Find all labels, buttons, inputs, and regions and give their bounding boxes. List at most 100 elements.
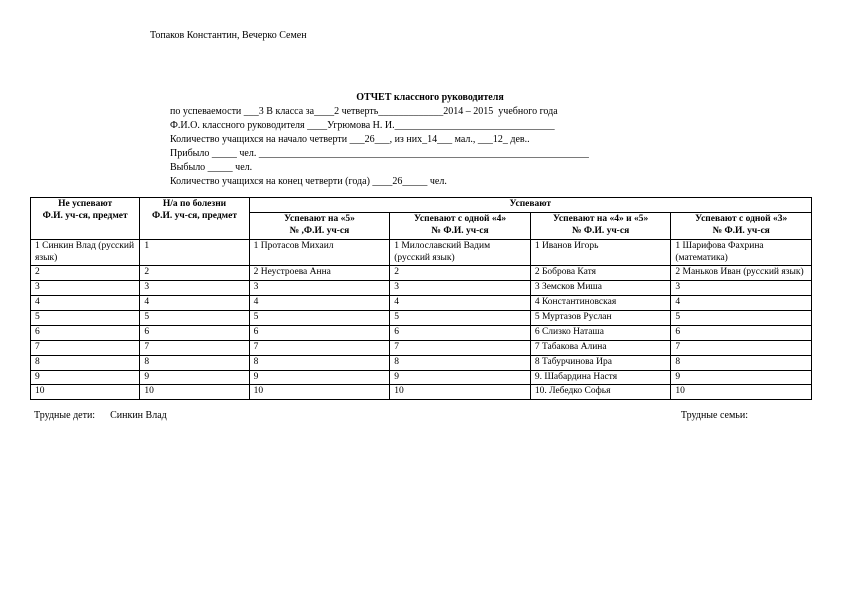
table-row: 99999. Шабардина Настя9 xyxy=(31,370,812,385)
table-cell: 10 xyxy=(390,385,531,400)
table-cell: 3 xyxy=(249,281,390,296)
table-cell: 7 xyxy=(249,340,390,355)
document-page: Топаков Константин, Вечерко Семен ОТЧЕТ … xyxy=(0,0,842,431)
table-cell: 8 xyxy=(671,355,812,370)
th-text: Успевают на «5» xyxy=(284,214,355,224)
table-cell: 2 Боброва Катя xyxy=(530,266,671,281)
table-cell: 5 Муртазов Руслан xyxy=(530,311,671,326)
line-count-start: Количество учащихся на начало четверти _… xyxy=(170,133,812,147)
table-cell: 9 xyxy=(390,370,531,385)
table-cell: 4 xyxy=(31,296,140,311)
table-cell: 10 xyxy=(671,385,812,400)
table-cell: 1 xyxy=(140,239,249,266)
table-cell: 1 Протасов Михаил xyxy=(249,239,390,266)
table-cell: 2 xyxy=(390,266,531,281)
table-cell: 5 xyxy=(31,311,140,326)
table-cell: 3 xyxy=(140,281,249,296)
th-text: Успевают с одной «4» xyxy=(414,214,506,224)
table-cell: 7 xyxy=(671,340,812,355)
th-text: № Ф.И. уч-ся xyxy=(713,226,770,236)
table-cell: 8 xyxy=(390,355,531,370)
footer-row: Трудные дети: Синкин Влад Трудные семьи: xyxy=(30,410,812,421)
table-row: 1 Синкин Влад (русский язык)11 Протасов … xyxy=(31,239,812,266)
table-cell: 8 Табурчинова Ира xyxy=(530,355,671,370)
table-cell: 1 Шарифова Фахрина (математика) xyxy=(671,239,812,266)
names-header: Топаков Константин, Вечерко Семен xyxy=(150,30,812,41)
table-cell: 10 xyxy=(31,385,140,400)
table-cell: 1 Милославский Вадим (русский язык) xyxy=(390,239,531,266)
table-cell: 7 xyxy=(140,340,249,355)
table-cell: 3 Земсков Миша xyxy=(530,281,671,296)
table-cell: 7 Табакова Алина xyxy=(530,340,671,355)
th-na-5: Успевают на «5» № ,Ф.И. уч-ся xyxy=(249,212,390,239)
table-cell: 7 xyxy=(390,340,531,355)
line-vybylo: Выбыло _____ чел. xyxy=(170,161,812,175)
table-cell: 8 xyxy=(140,355,249,370)
table-row: 1010101010. Лебедко Софья10 xyxy=(31,385,812,400)
table-cell: 5 xyxy=(390,311,531,326)
table-cell: 5 xyxy=(249,311,390,326)
table-cell: 4 Константиновская xyxy=(530,296,671,311)
table-cell: 3 xyxy=(390,281,531,296)
table-cell: 6 xyxy=(31,325,140,340)
th-text: № ,Ф.И. уч-ся xyxy=(290,226,350,236)
table-cell: 2 Маньков Иван (русский язык) xyxy=(671,266,812,281)
th-text: Ф.И. уч-ся, предмет xyxy=(152,211,237,221)
table-cell: 1 Иванов Игорь xyxy=(530,239,671,266)
th-text: Успевают с одной «3» xyxy=(695,214,787,224)
table-row: 88888 Табурчинова Ира8 xyxy=(31,355,812,370)
th-uspevayut-main: Успевают xyxy=(249,198,811,213)
line-count-end: Количество учащихся на конец четверти (г… xyxy=(170,175,812,189)
table-cell: 9 xyxy=(31,370,140,385)
table-cell: 6 xyxy=(140,325,249,340)
table-cell: 6 xyxy=(249,325,390,340)
table-cell: 4 xyxy=(249,296,390,311)
th-odna-3: Успевают с одной «3» № Ф.И. уч-ся xyxy=(671,212,812,239)
table-cell: 7 xyxy=(31,340,140,355)
footer-left-label: Трудные дети: xyxy=(34,410,95,421)
table-cell: 5 xyxy=(140,311,249,326)
title-block: ОТЧЕТ классного руководителя по успеваем… xyxy=(170,91,812,189)
table-cell: 9. Шабардина Настя xyxy=(530,370,671,385)
th-ne-uspevayut: Не успевают Ф.И. уч-ся, предмет xyxy=(31,198,140,240)
table-cell: 4 xyxy=(140,296,249,311)
table-cell: 6 xyxy=(390,325,531,340)
th-text: № Ф.И. уч-ся xyxy=(572,226,629,236)
footer-left-value: Синкин Влад xyxy=(110,410,167,421)
line-pribylo: Прибыло _____ чел. _____________________… xyxy=(170,147,812,161)
table-cell: 2 xyxy=(31,266,140,281)
table-cell: 5 xyxy=(671,311,812,326)
trudnye-deti: Трудные дети: Синкин Влад xyxy=(34,410,167,421)
table-row: 33333 Земсков Миша3 xyxy=(31,281,812,296)
table-row: 66666 Слизко Наташа6 xyxy=(31,325,812,340)
trudnye-semyi: Трудные семьи: xyxy=(681,410,748,421)
report-title: ОТЧЕТ классного руководителя xyxy=(230,91,630,105)
table-cell: 10 xyxy=(249,385,390,400)
table-cell: 8 xyxy=(31,355,140,370)
th-text: Ф.И. уч-ся, предмет xyxy=(43,211,128,221)
table-cell: 3 xyxy=(31,281,140,296)
th-na-bolezni: Н/а по болезни Ф.И. уч-ся, предмет xyxy=(140,198,249,240)
table-cell: 2 xyxy=(140,266,249,281)
th-4-i-5: Успевают на «4» и «5» № Ф.И. уч-ся xyxy=(530,212,671,239)
th-odna-4: Успевают с одной «4» № Ф.И. уч-ся xyxy=(390,212,531,239)
table-cell: 9 xyxy=(249,370,390,385)
table-cell: 9 xyxy=(671,370,812,385)
table-cell: 1 Синкин Влад (русский язык) xyxy=(31,239,140,266)
table-cell: 9 xyxy=(140,370,249,385)
table-cell: 3 xyxy=(671,281,812,296)
table-row: 77777 Табакова Алина7 xyxy=(31,340,812,355)
th-text: № Ф.И. уч-ся xyxy=(431,226,488,236)
table-cell: 4 xyxy=(671,296,812,311)
table-cell: 8 xyxy=(249,355,390,370)
table-cell: 4 xyxy=(390,296,531,311)
table-cell: 10. Лебедко Софья xyxy=(530,385,671,400)
report-table: Не успевают Ф.И. уч-ся, предмет Н/а по б… xyxy=(30,197,812,400)
line-uspevaemost: по успеваемости ___3 В класса за____2 че… xyxy=(170,105,812,119)
table-cell: 10 xyxy=(140,385,249,400)
table-row: 222 Неустроева Анна22 Боброва Катя2 Мань… xyxy=(31,266,812,281)
table-body: 1 Синкин Влад (русский язык)11 Протасов … xyxy=(31,239,812,400)
table-row: 55555 Муртазов Руслан5 xyxy=(31,311,812,326)
table-cell: 6 xyxy=(671,325,812,340)
th-text: Успевают на «4» и «5» xyxy=(553,214,648,224)
